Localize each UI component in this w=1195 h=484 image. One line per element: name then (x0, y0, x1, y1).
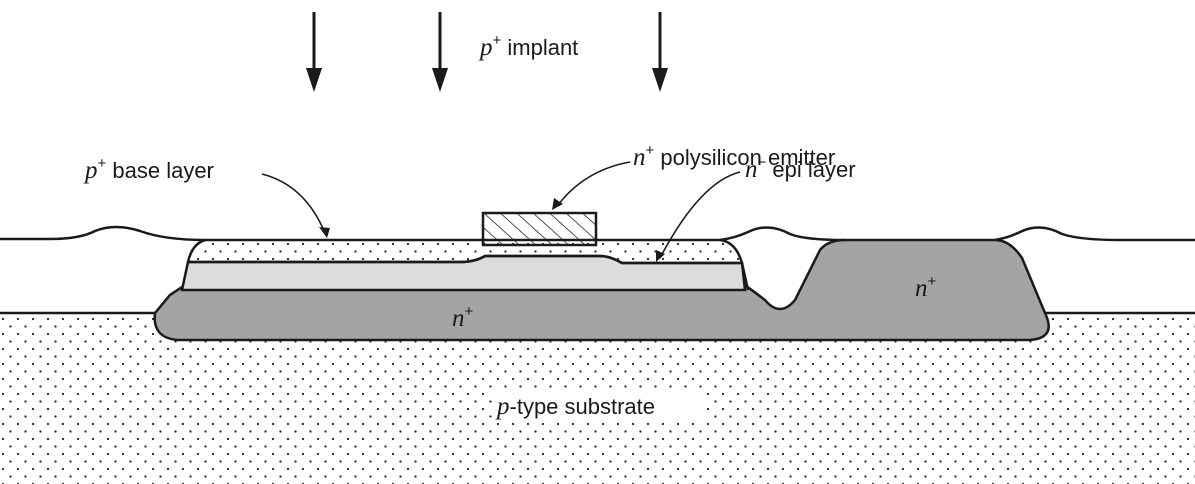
epi-leader (659, 171, 741, 259)
buried-layer-label: n+ (452, 303, 474, 332)
isolation-trench (740, 262, 750, 291)
collector-label: n+ (915, 273, 937, 302)
substrate-label-backdrop (493, 392, 705, 420)
substrate-label-group: p-type substrate (493, 392, 705, 420)
down-arrow-icon (432, 12, 448, 92)
substrate-label: p-type substrate (495, 393, 655, 420)
base-leader (261, 173, 326, 234)
p-plus-base-layer (186, 238, 744, 265)
leader-arrowheads (319, 198, 665, 262)
epi-label: n− epi layer (745, 154, 856, 183)
implant-arrows (306, 12, 668, 92)
down-arrow-icon (306, 12, 322, 92)
polysilicon-emitter (481, 211, 598, 247)
base-label: p+ base layer (83, 155, 214, 184)
surface-outline (0, 225, 1195, 242)
emitter-leader (557, 161, 631, 206)
implant-label: p+ implant (478, 32, 578, 61)
down-arrow-icon (652, 12, 668, 92)
leader-lines (261, 161, 741, 259)
emitter-label: n+ polysilicon emitter (633, 142, 835, 171)
